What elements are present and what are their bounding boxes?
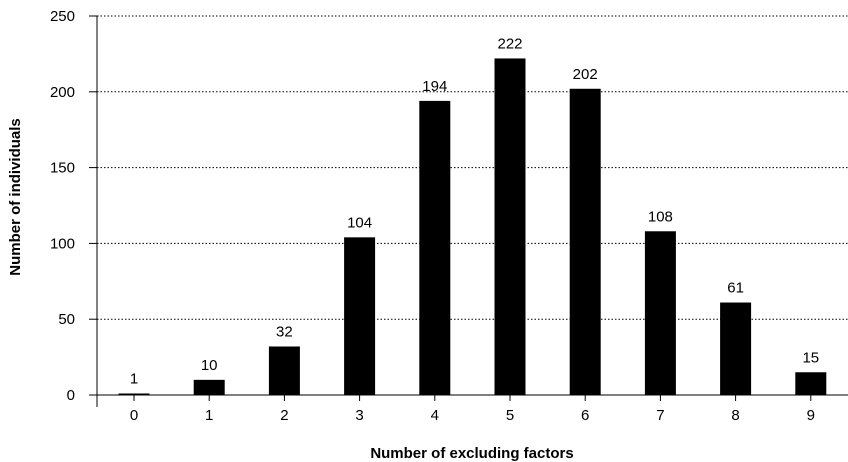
data-label-4: 194 [422, 78, 447, 95]
x-tick-label-4: 4 [431, 407, 439, 424]
x-tick-label-6: 6 [581, 407, 589, 424]
data-label-5: 222 [497, 35, 522, 52]
data-label-6: 202 [573, 66, 598, 83]
y-tick-label-50: 50 [58, 311, 75, 328]
bar-6 [569, 88, 601, 395]
gridlines [97, 15, 848, 320]
y-axis-title: Number of individuals [7, 118, 24, 276]
data-label-8: 61 [727, 280, 744, 297]
bar-2 [268, 346, 300, 395]
bar-8 [720, 302, 752, 395]
x-axis-title: Number of excluding factors [370, 445, 573, 462]
x-tick-label-3: 3 [355, 407, 363, 424]
data-label-9: 15 [802, 349, 819, 366]
x-tick-label-0: 0 [130, 407, 138, 424]
bar-0 [118, 393, 150, 395]
x-tick-label-9: 9 [807, 407, 815, 424]
bar-1 [193, 379, 225, 395]
bar-9 [795, 372, 827, 395]
x-tick-label-7: 7 [656, 407, 664, 424]
x-tick-label-8: 8 [731, 407, 739, 424]
y-tick-label-0: 0 [67, 387, 75, 404]
bar-5 [494, 58, 526, 395]
data-label-3: 104 [347, 214, 372, 231]
y-tick-label-100: 100 [50, 235, 75, 252]
x-tick-label-1: 1 [205, 407, 213, 424]
data-label-7: 108 [648, 208, 673, 225]
y-tick-label-150: 150 [50, 160, 75, 177]
bar-7 [644, 231, 676, 395]
y-tick-label-200: 200 [50, 84, 75, 101]
x-tick-label-5: 5 [506, 407, 514, 424]
labels: 0501001502002501010132210431944222520261… [50, 8, 819, 424]
data-label-2: 32 [276, 323, 293, 340]
bar-4 [419, 100, 451, 396]
data-label-0: 1 [130, 370, 138, 387]
x-tick-label-2: 2 [280, 407, 288, 424]
axes [89, 15, 848, 407]
data-label-1: 10 [201, 357, 218, 374]
bar-3 [344, 237, 376, 395]
y-tick-label-250: 250 [50, 8, 75, 25]
bars [118, 58, 827, 396]
